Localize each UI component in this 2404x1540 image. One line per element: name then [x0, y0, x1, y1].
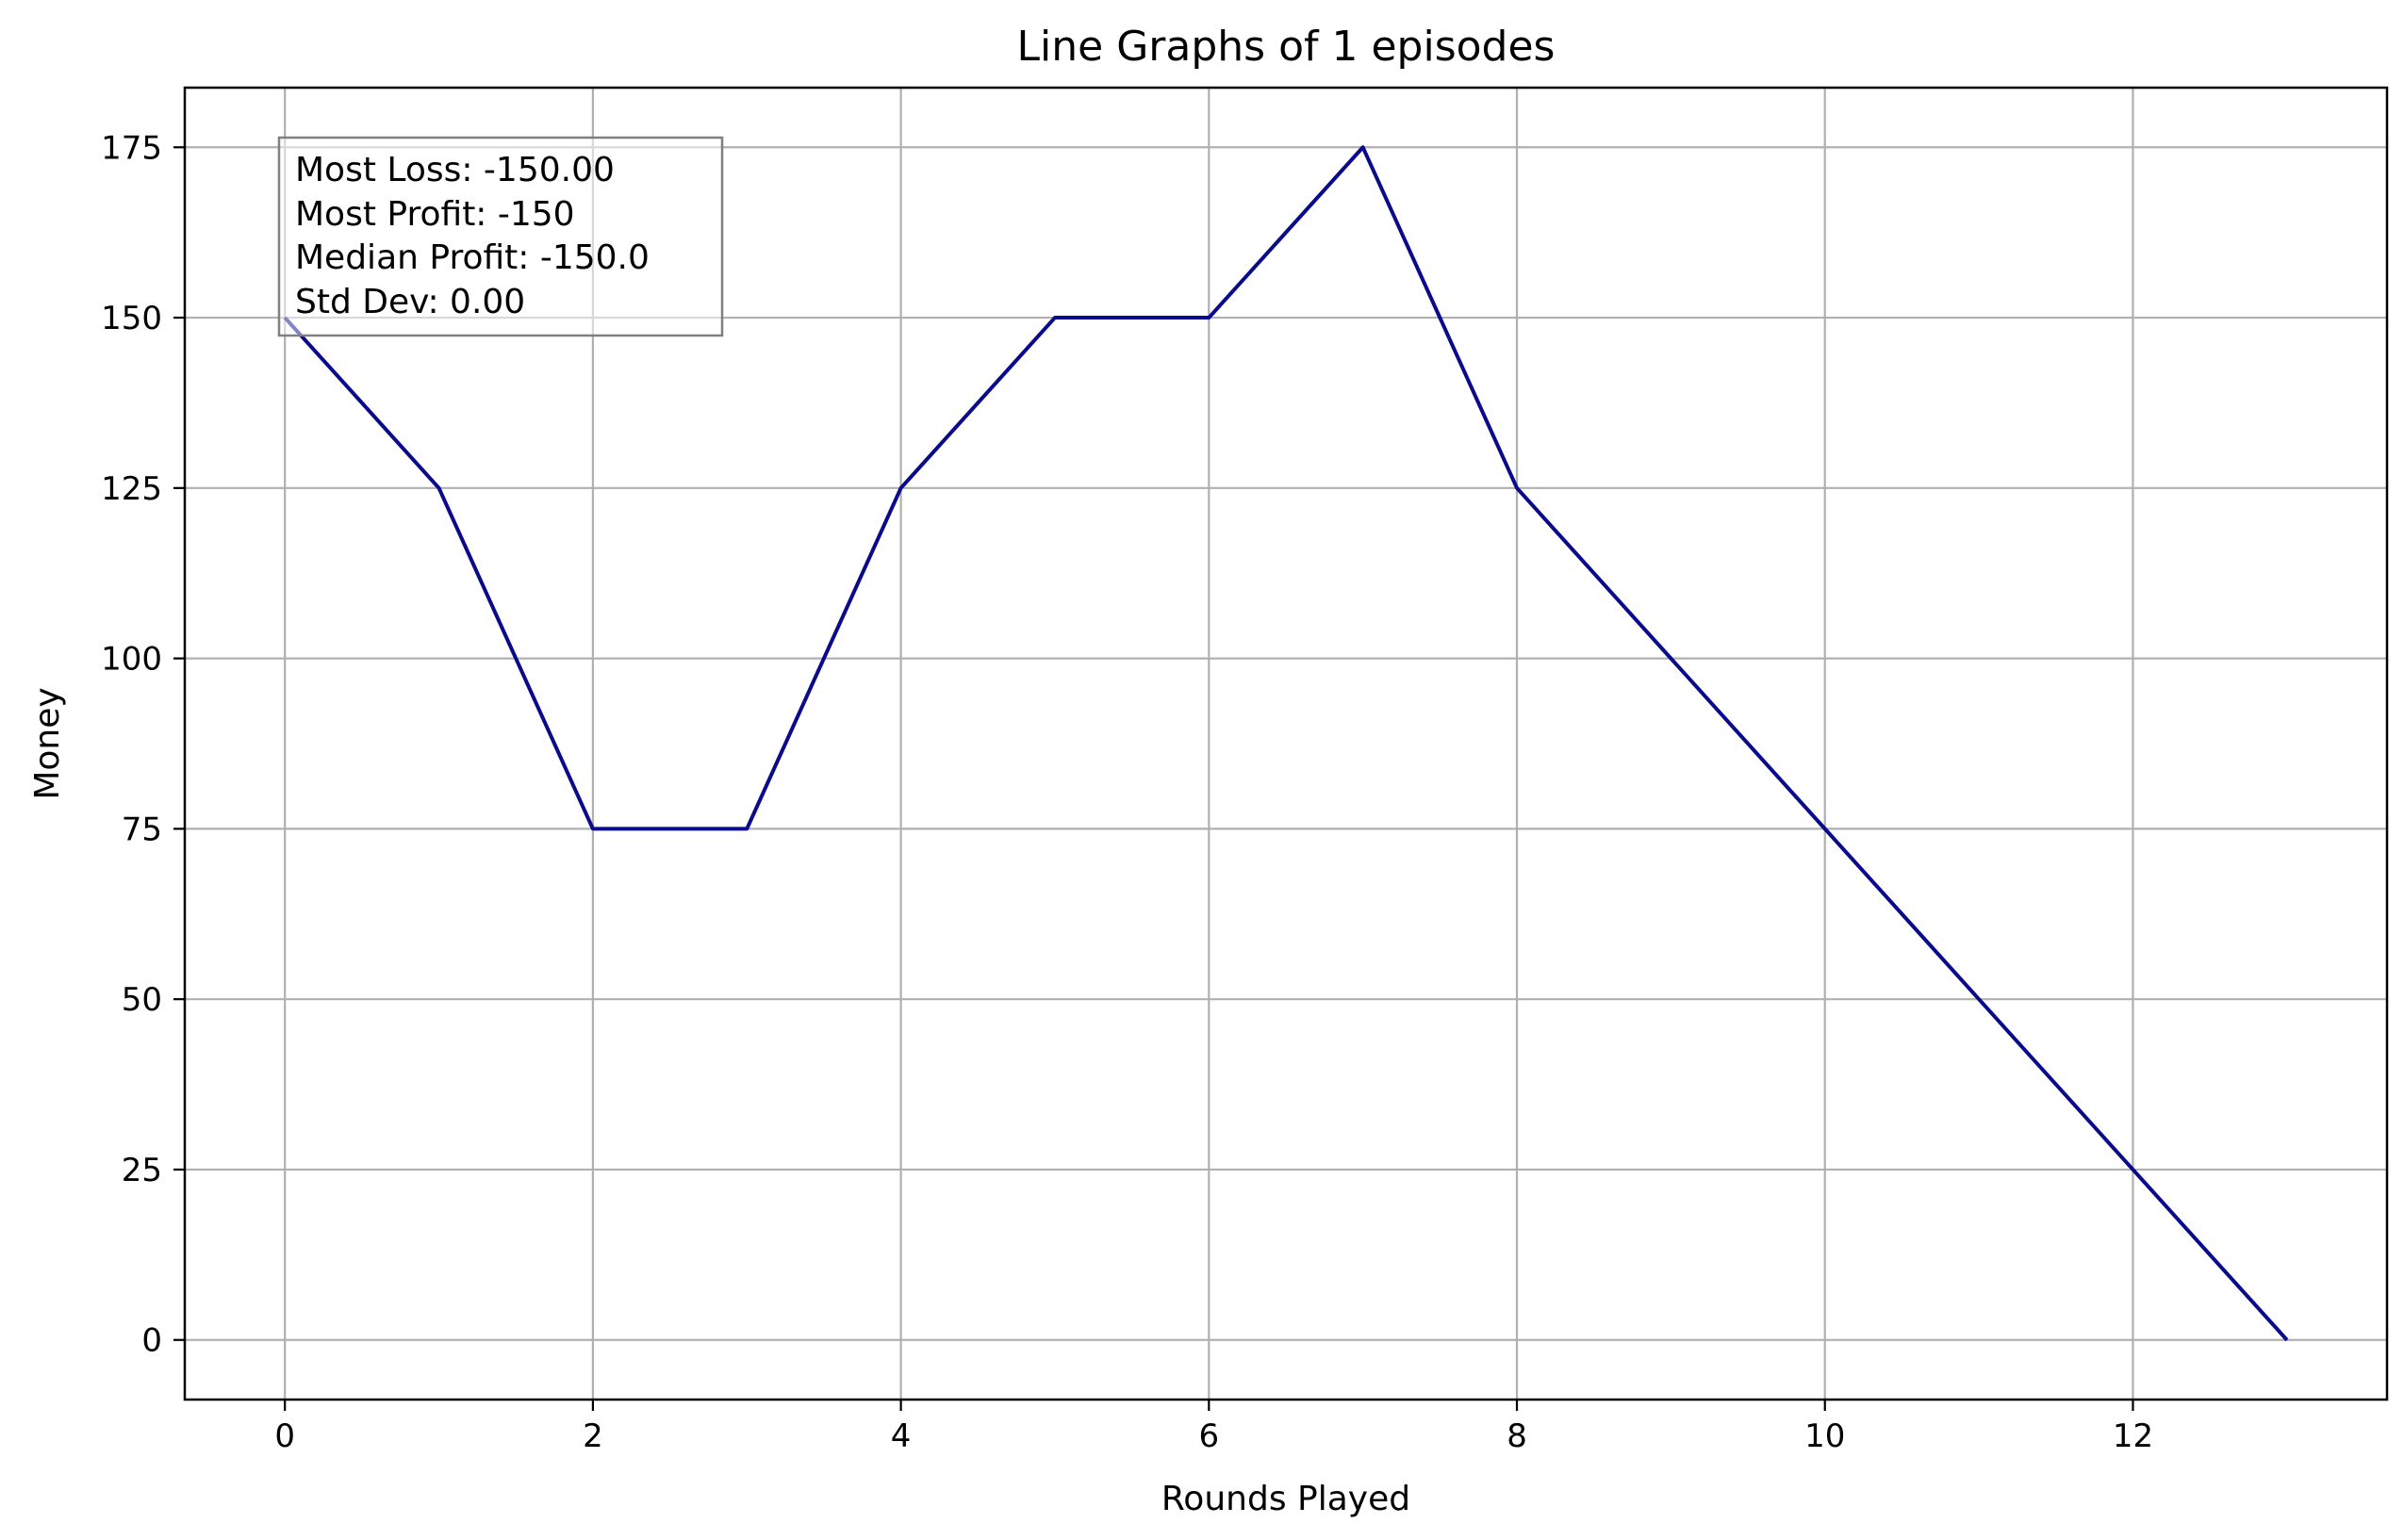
y-tick-label: 100 — [101, 641, 162, 679]
axis-ticks: 0 2 4 6 8 10 12 0 25 50 75 100 125 150 175 — [101, 129, 2153, 1455]
stat-most-loss: Most Loss: -150.00 — [295, 151, 615, 189]
x-tick-label: 10 — [1804, 1417, 1845, 1455]
y-tick-label: 25 — [122, 1152, 162, 1189]
plot-frame — [183, 86, 2389, 1401]
stats-box: Most Loss: -150.00 Most Profit: -150 Med… — [277, 136, 724, 337]
y-tick-label: 0 — [141, 1322, 162, 1360]
x-tick-label: 0 — [274, 1417, 295, 1455]
series-line-0 — [283, 145, 2289, 1342]
x-tick-label: 6 — [1199, 1417, 1220, 1455]
data-point — [438, 487, 440, 489]
chart-title: Line Graphs of 1 episodes — [1017, 23, 1556, 71]
stat-most-profit: Most Profit: -150 — [295, 195, 575, 234]
x-tick-label: 4 — [891, 1417, 912, 1455]
data-point — [746, 827, 748, 829]
y-tick-label: 175 — [101, 129, 162, 167]
y-tick-label: 125 — [101, 470, 162, 508]
data-point — [1516, 487, 1518, 489]
data-point — [1824, 827, 1826, 829]
data-point — [1208, 317, 1210, 319]
data-point — [1054, 317, 1056, 319]
x-axis-label: Rounds Played — [1161, 1480, 1410, 1518]
data-point — [1362, 146, 1364, 148]
x-tick-label: 8 — [1507, 1417, 1527, 1455]
stat-median-profit: Median Profit: -150.0 — [295, 238, 650, 277]
stat-std-dev: Std Dev: 0.00 — [295, 283, 525, 321]
grid — [185, 88, 2387, 1400]
data-point — [2286, 1339, 2288, 1341]
stats-box-frame — [277, 136, 724, 337]
data-point — [900, 487, 902, 489]
data-point — [2132, 1169, 2133, 1171]
y-tick-label: 75 — [122, 811, 162, 848]
y-axis-label: Money — [28, 687, 67, 799]
data-point — [1978, 998, 1980, 1000]
x-tick-label: 12 — [2113, 1417, 2153, 1455]
series-layer — [283, 145, 2289, 1342]
y-tick-label: 150 — [101, 300, 162, 337]
y-tick-label: 50 — [122, 981, 162, 1019]
data-point — [592, 827, 594, 829]
x-tick-label: 2 — [583, 1417, 603, 1455]
